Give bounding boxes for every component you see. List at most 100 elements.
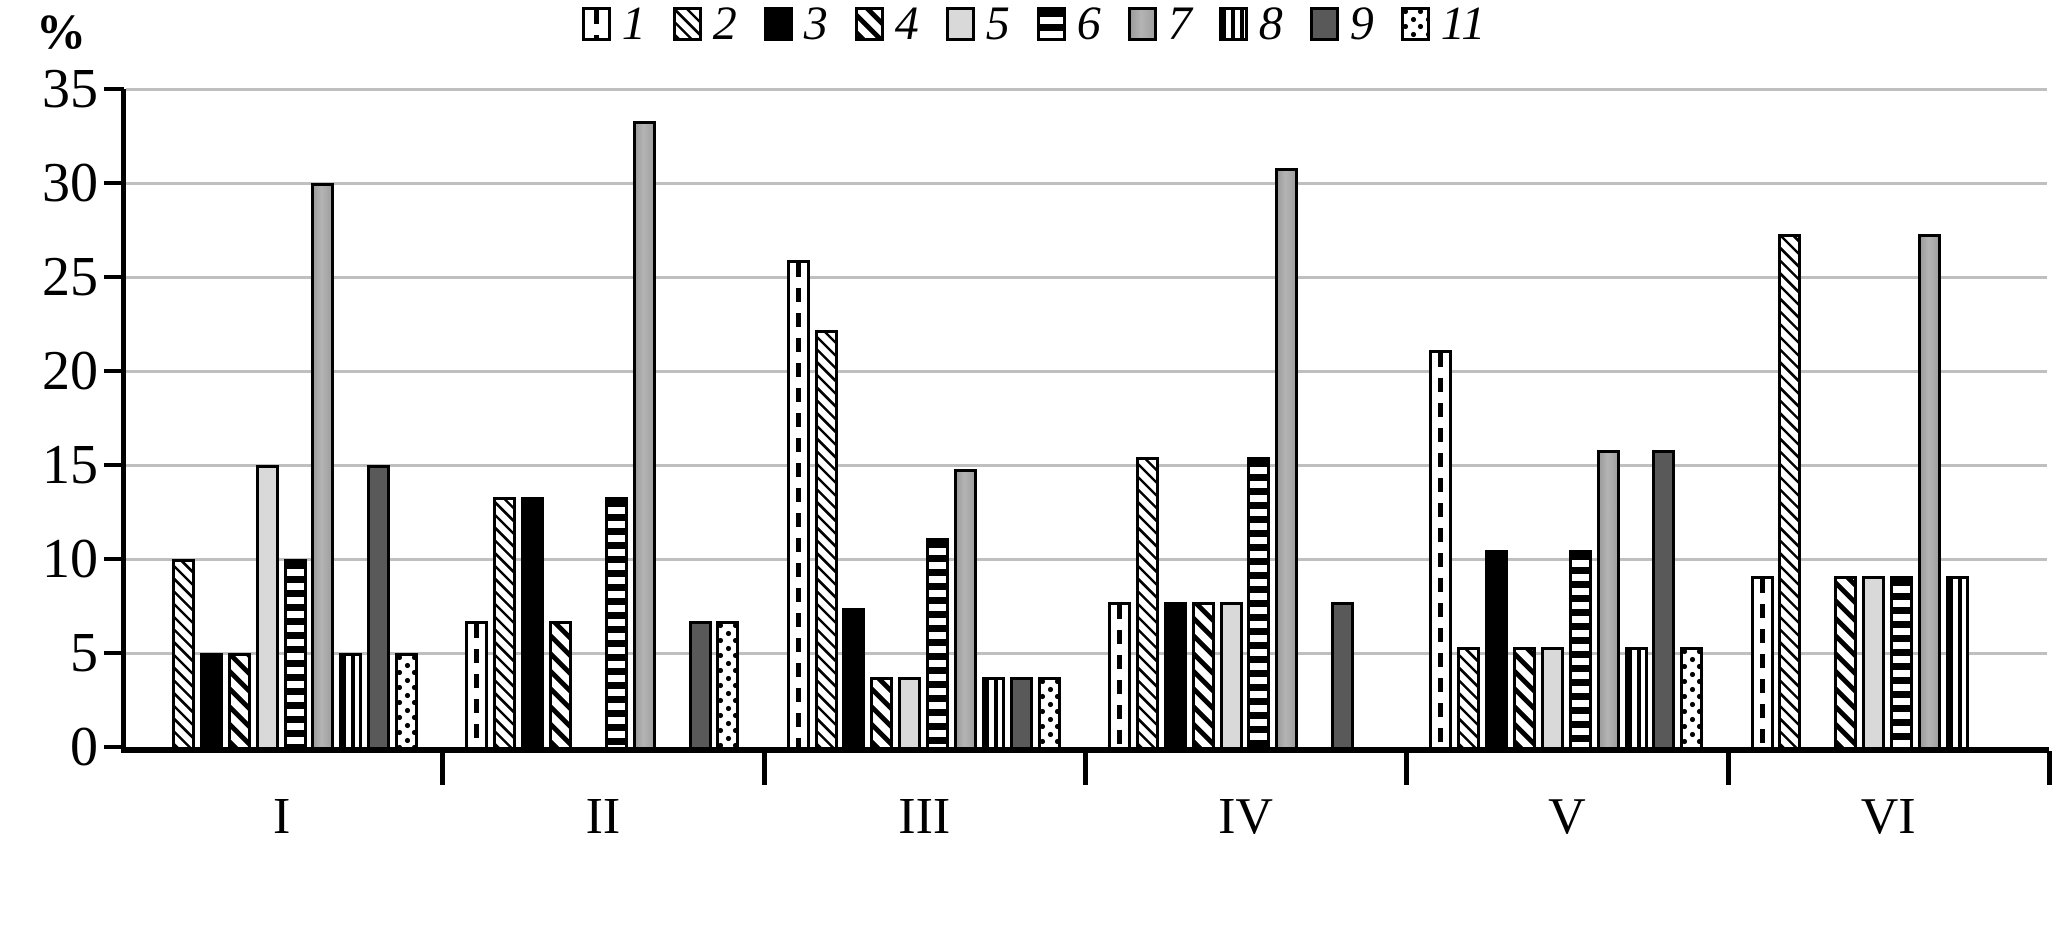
legend-swatch-vertical-stripes (1218, 7, 1248, 41)
gridline-10 (126, 558, 2047, 561)
bar-series-11-group-V (1680, 647, 1704, 747)
bar-series-8-group-III (981, 677, 1005, 747)
bar-series-4-group-VI (1834, 576, 1858, 747)
gridline-15 (126, 464, 2047, 467)
y-axis-unit-label: % (36, 3, 86, 59)
legend-item-11: 11 (1400, 0, 1486, 50)
bar-series-5-group-VI (1862, 576, 1886, 747)
bar-series-4-group-V (1512, 647, 1536, 747)
x-axis-group-tick (761, 751, 767, 785)
y-axis-tick-5 (104, 651, 124, 655)
y-axis-tick-label: 10 (42, 528, 98, 590)
y-axis-tick-label: 15 (42, 434, 98, 496)
y-axis-tick-label: 30 (42, 152, 98, 214)
x-axis-group-tick (1404, 751, 1410, 785)
x-category-label-III: III (898, 788, 951, 845)
legend-label: 7 (1167, 0, 1192, 50)
legend-label: 3 (803, 0, 828, 50)
bar-series-5-group-I (255, 465, 279, 747)
bar-series-3-group-III (842, 608, 866, 747)
legend-item-3: 3 (763, 0, 828, 50)
y-axis-tick-label: 25 (42, 246, 98, 308)
y-axis-tick-30 (104, 181, 124, 185)
bar-series-6-group-V (1568, 550, 1592, 747)
bar-series-6-group-II (604, 497, 628, 747)
bar-series-5-group-V (1540, 647, 1564, 747)
legend-item-8: 8 (1218, 0, 1283, 50)
bar-series-11-group-I (395, 653, 419, 747)
bar-series-4-group-I (227, 653, 251, 747)
bar-series-2-group-II (493, 497, 517, 747)
y-axis-tick-15 (104, 463, 124, 467)
bar-series-3-group-I (199, 653, 223, 747)
y-axis-tick-label: 35 (42, 58, 98, 120)
legend-label: 1 (621, 0, 646, 50)
chart-legend: 1 2 3 4 5 6 7 8 9 11 (0, 0, 2067, 48)
bar-series-7-group-II (632, 121, 656, 747)
x-category-label-VI: VI (1860, 788, 1916, 845)
bar-series-3-group-II (521, 497, 545, 747)
bar-series-4-group-III (870, 677, 894, 747)
y-axis-line (121, 89, 126, 753)
x-axis-group-tick (2046, 751, 2052, 785)
bar-series-4-group-IV (1191, 602, 1215, 747)
bar-series-6-group-VI (1890, 576, 1913, 747)
bar-series-2-group-III (814, 330, 838, 747)
bar-series-2-group-V (1457, 647, 1481, 747)
bar-series-6-group-I (283, 559, 307, 747)
bar-series-1-group-V (1429, 350, 1453, 747)
legend-item-1: 1 (581, 0, 646, 50)
bar-series-8-group-I (339, 653, 363, 747)
y-axis-tick-20 (104, 369, 124, 373)
bar-series-1-group-III (786, 260, 810, 747)
bar-series-4-group-II (549, 621, 572, 747)
x-axis-group-tick (1725, 751, 1731, 785)
legend-item-2: 2 (672, 0, 737, 50)
bar-series-5-group-IV (1219, 602, 1243, 747)
bar-series-3-group-IV (1163, 602, 1187, 747)
gridline-5 (126, 652, 2047, 655)
y-axis-tick-10 (104, 557, 124, 561)
legend-label: 11 (1440, 0, 1486, 50)
legend-label: 8 (1258, 0, 1283, 50)
legend-swatch-solid-medium-gray (1127, 7, 1157, 41)
bar-series-6-group-IV (1247, 457, 1271, 747)
bar-series-9-group-III (1009, 677, 1033, 747)
bar-series-11-group-III (1037, 677, 1061, 747)
bar-series-8-group-VI (1945, 576, 1969, 747)
legend-item-6: 6 (1036, 0, 1101, 50)
legend-item-4: 4 (854, 0, 919, 48)
bar-series-1-group-II (465, 621, 489, 747)
gridline-35 (126, 88, 2047, 91)
legend-item-7: 7 (1127, 0, 1192, 50)
legend-label: 6 (1076, 0, 1101, 50)
bar-series-9-group-II (688, 621, 712, 747)
x-category-label-V: V (1548, 788, 1586, 845)
y-axis-tick-label: 20 (42, 340, 98, 402)
legend-item-9: 9 (1309, 0, 1374, 50)
bar-series-11-group-II (716, 621, 740, 747)
bar-series-7-group-V (1596, 450, 1620, 747)
legend-swatch-solid-black (763, 7, 793, 41)
y-axis-tick-label: 5 (70, 622, 98, 684)
legend-swatch-solid-dark-gray (1309, 7, 1339, 41)
bar-series-1-group-VI (1750, 576, 1774, 747)
legend-swatch-dotted (1400, 7, 1430, 41)
x-category-label-I: I (272, 788, 291, 845)
x-category-label-II: II (585, 788, 621, 845)
bar-series-1-group-IV (1107, 602, 1131, 747)
legend-swatch-thin-diagonal-hatch (672, 7, 702, 41)
gridline-25 (126, 276, 2047, 279)
x-axis-line (121, 747, 2049, 753)
legend-item-5: 5 (945, 0, 1010, 50)
y-axis-tick-25 (104, 275, 124, 279)
bar-series-2-group-VI (1778, 234, 1802, 747)
x-axis-group-tick (440, 751, 446, 785)
bar-series-7-group-VI (1917, 234, 1941, 747)
legend-label: 2 (712, 0, 737, 50)
bar-series-5-group-III (898, 677, 922, 747)
legend-label: 5 (985, 0, 1010, 50)
bar-series-3-group-V (1485, 550, 1508, 747)
legend-label: 9 (1349, 0, 1374, 50)
